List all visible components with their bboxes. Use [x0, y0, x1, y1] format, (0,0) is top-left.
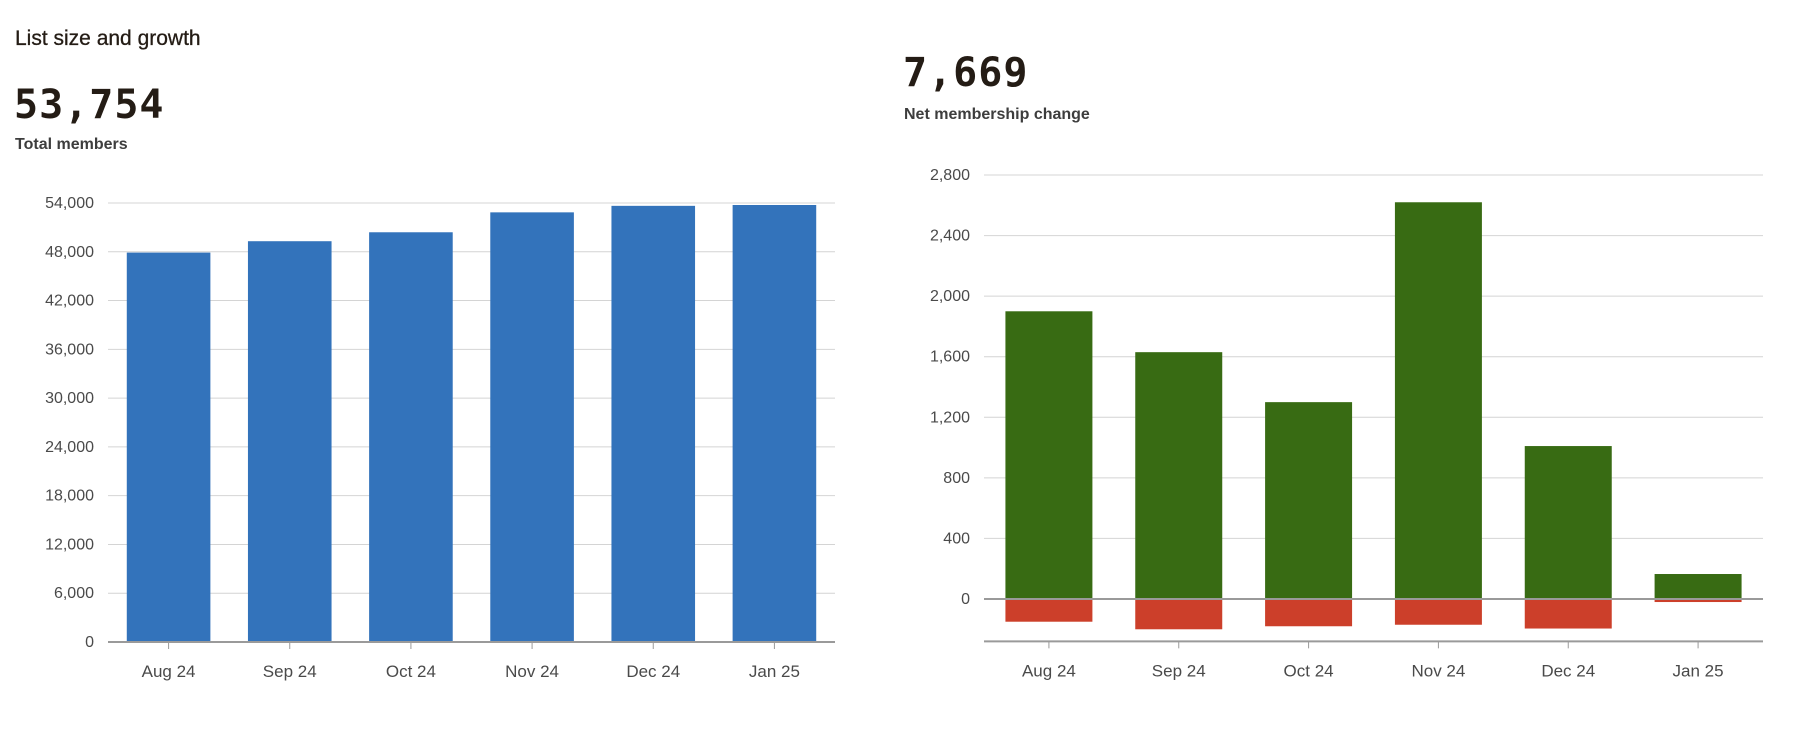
y-tick-label: 36,000: [45, 341, 94, 358]
y-tick-label: 0: [961, 591, 970, 608]
bar: [490, 212, 574, 643]
gain-bar: [1524, 446, 1612, 599]
y-tick-label: 400: [943, 530, 970, 547]
bar: [126, 252, 211, 642]
bar: [369, 232, 453, 642]
total-members-value: 53,754: [14, 82, 165, 128]
loss-bar: [1654, 599, 1742, 603]
y-tick-label: 1,600: [930, 349, 970, 366]
y-tick-label: 54,000: [45, 195, 94, 212]
y-tick-label: 30,000: [45, 390, 94, 407]
y-tick-label: 2,800: [930, 167, 970, 184]
x-tick-label: Sep 24: [1152, 661, 1206, 680]
y-tick-label: 42,000: [45, 293, 94, 310]
net-change-label: Net membership change: [904, 106, 1090, 123]
section-title: List size and growth: [15, 27, 201, 50]
bar: [732, 204, 817, 643]
x-tick-label: Nov 24: [505, 662, 559, 681]
gain-bar: [1005, 311, 1093, 599]
y-tick-label: 48,000: [45, 244, 94, 261]
y-tick-label: 18,000: [45, 488, 94, 505]
loss-bar: [1135, 599, 1223, 630]
x-tick-label: Nov 24: [1411, 661, 1465, 680]
y-tick-label: 800: [943, 470, 970, 487]
x-tick-label: Jan 25: [749, 662, 800, 681]
x-tick-label: Sep 24: [263, 662, 317, 681]
x-tick-label: Jan 25: [1673, 661, 1724, 680]
gain-bar: [1394, 202, 1482, 599]
x-tick-label: Oct 24: [1284, 661, 1334, 680]
total-members-label: Total members: [15, 136, 128, 153]
x-tick-label: Aug 24: [142, 662, 196, 681]
gain-bar: [1265, 402, 1353, 599]
loss-bar: [1005, 599, 1093, 622]
gain-bar: [1654, 574, 1742, 599]
y-tick-label: 0: [85, 634, 94, 651]
net-membership-chart: 0 400 800 1,200 1,600 2,000 2,400 2,800 Aug 24 Se…: [930, 167, 1763, 680]
y-tick-label: 24,000: [45, 439, 94, 456]
bar: [247, 241, 332, 642]
y-tick-label: 2,400: [930, 228, 970, 245]
loss-bar: [1394, 599, 1482, 625]
x-tick-label: Dec 24: [1541, 661, 1595, 680]
y-tick-label: 6,000: [54, 585, 94, 602]
y-tick-label: 2,000: [930, 288, 970, 305]
total-members-chart: 0 6,000 12,000 18,000 24,000 30,000 36,000 42,0…: [45, 195, 835, 681]
x-tick-label: Dec 24: [626, 662, 680, 681]
loss-bar: [1265, 599, 1353, 627]
bar: [611, 205, 696, 642]
x-tick-label: Aug 24: [1022, 661, 1076, 680]
x-tick-label: Oct 24: [386, 662, 436, 681]
loss-bar: [1524, 599, 1612, 629]
net-change-value: 7,669: [903, 50, 1029, 96]
y-tick-label: 1,200: [930, 409, 970, 426]
y-tick-label: 12,000: [45, 536, 94, 553]
gain-bar: [1135, 352, 1223, 599]
